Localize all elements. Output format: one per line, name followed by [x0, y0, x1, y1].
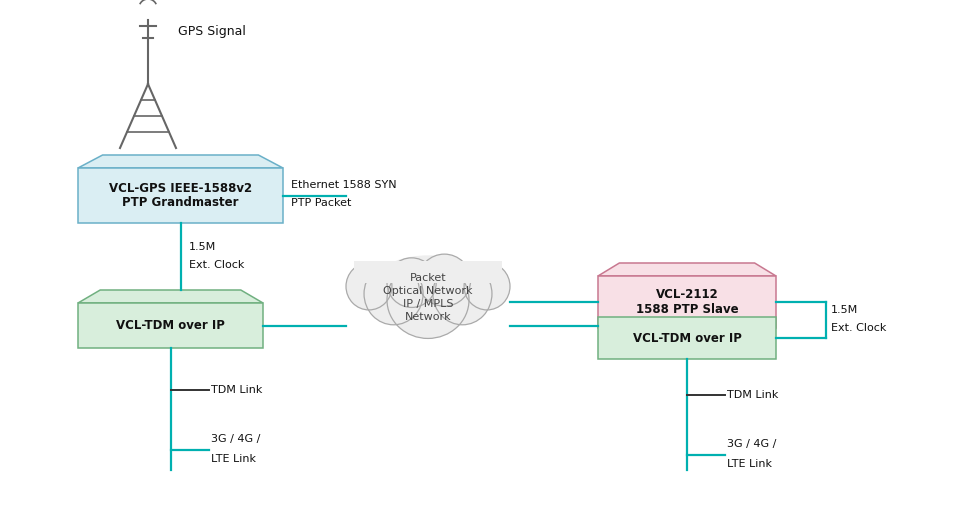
- Ellipse shape: [364, 263, 423, 325]
- Text: 3G / 4G /: 3G / 4G /: [211, 434, 260, 444]
- Polygon shape: [598, 263, 776, 276]
- Text: TDM Link: TDM Link: [727, 390, 779, 400]
- Text: IP / MPLS: IP / MPLS: [402, 299, 453, 309]
- Ellipse shape: [383, 255, 473, 293]
- Text: GPS Signal: GPS Signal: [178, 25, 246, 38]
- Ellipse shape: [387, 262, 469, 338]
- Ellipse shape: [387, 258, 436, 307]
- Ellipse shape: [418, 254, 470, 306]
- Text: 1.5M: 1.5M: [831, 305, 858, 315]
- Ellipse shape: [433, 263, 492, 325]
- Text: VCL-2112
1588 PTP Slave: VCL-2112 1588 PTP Slave: [636, 288, 739, 316]
- Text: 1.5M: 1.5M: [189, 241, 216, 252]
- Text: TDM Link: TDM Link: [211, 385, 261, 395]
- Polygon shape: [78, 155, 283, 168]
- FancyBboxPatch shape: [598, 317, 776, 359]
- Text: VCL-GPS IEEE-1588v2
PTP Grandmaster: VCL-GPS IEEE-1588v2 PTP Grandmaster: [109, 182, 252, 210]
- FancyBboxPatch shape: [354, 261, 502, 283]
- Ellipse shape: [464, 263, 510, 310]
- FancyBboxPatch shape: [598, 276, 776, 328]
- Text: LTE Link: LTE Link: [727, 459, 772, 469]
- Text: Ethernet 1588 SYN: Ethernet 1588 SYN: [291, 180, 397, 189]
- Polygon shape: [78, 290, 263, 303]
- Text: LTE Link: LTE Link: [211, 454, 256, 464]
- Text: Ext. Clock: Ext. Clock: [189, 260, 244, 269]
- Text: PTP Packet: PTP Packet: [291, 198, 351, 208]
- Text: VCL-TDM over IP: VCL-TDM over IP: [116, 319, 225, 332]
- Text: Ext. Clock: Ext. Clock: [831, 323, 886, 333]
- FancyBboxPatch shape: [78, 303, 263, 348]
- Text: Network: Network: [404, 312, 451, 322]
- Text: Optical Network: Optical Network: [383, 286, 472, 296]
- Text: VCL-TDM over IP: VCL-TDM over IP: [633, 332, 742, 345]
- Ellipse shape: [346, 263, 392, 310]
- FancyBboxPatch shape: [78, 168, 283, 223]
- Text: Packet: Packet: [409, 273, 446, 283]
- Text: 3G / 4G /: 3G / 4G /: [727, 439, 777, 449]
